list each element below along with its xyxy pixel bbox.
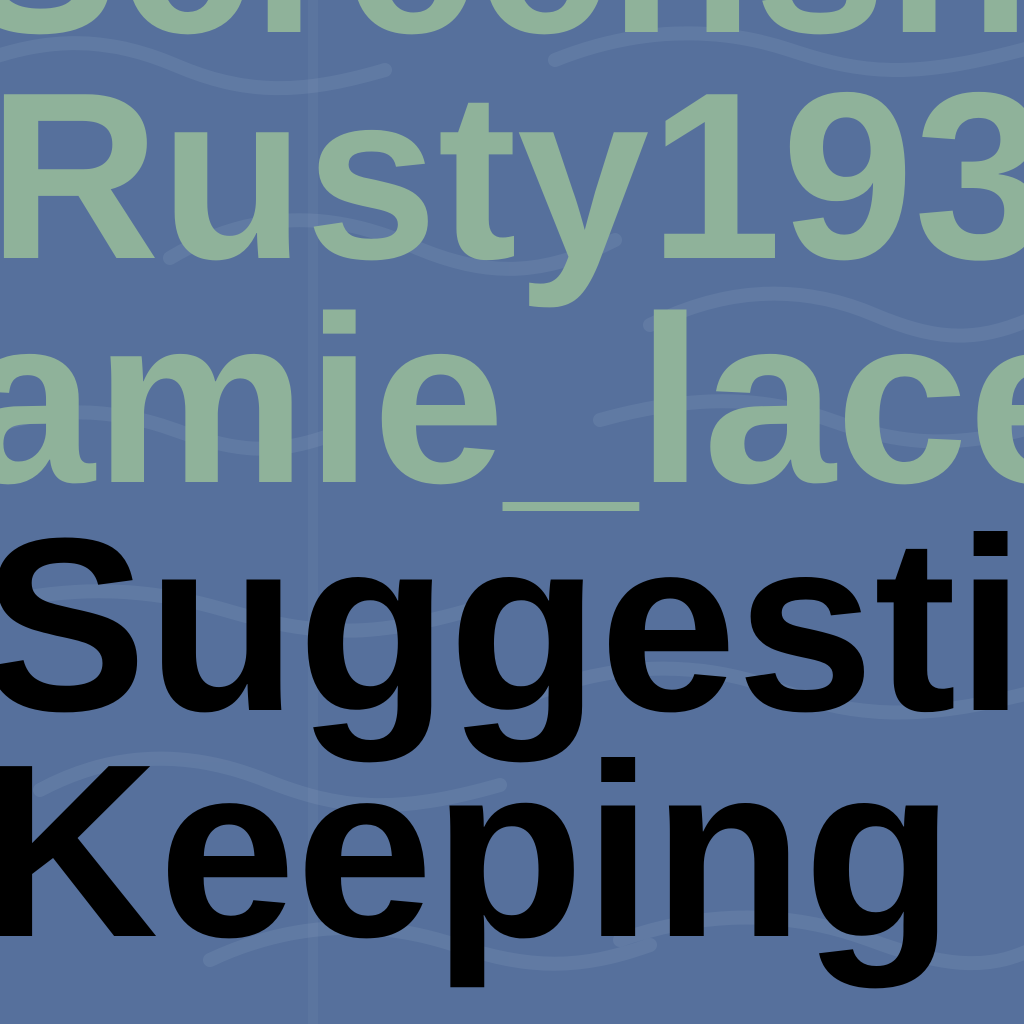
caption-line-2: Keeping Disc — [0, 713, 1024, 989]
credit-line-1: Screenshot, D — [0, 0, 1024, 70]
credit-line-3: Jamie_lacey, — [0, 268, 1024, 533]
caption-line-1: Suggestio — [0, 487, 1024, 763]
credit-line-2: Rusty1936, — [0, 44, 1024, 309]
